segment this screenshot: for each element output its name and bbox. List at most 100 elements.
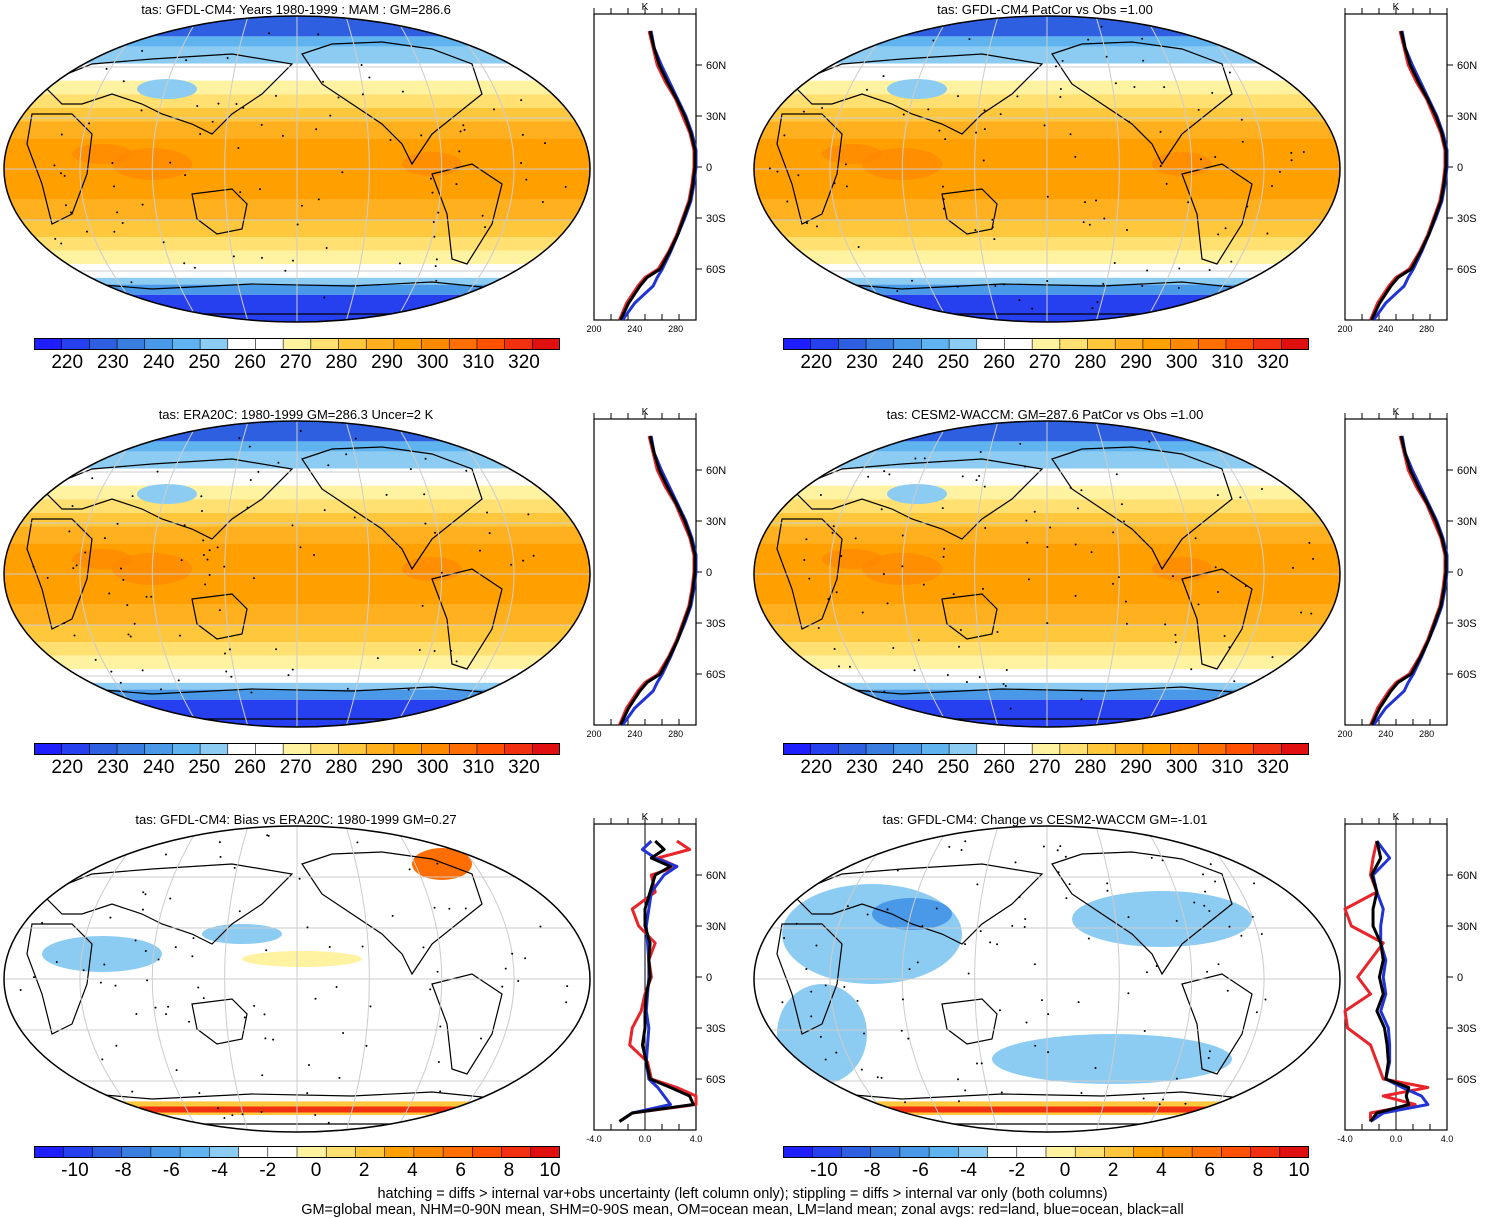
longitude-gridline [79,826,151,1132]
colorbar-label: -4 [211,1160,228,1181]
colorbar-swatch [384,1146,415,1158]
stipple-dot [284,269,287,272]
stipple-dot [119,567,122,570]
stipple-dot [833,648,836,651]
stipple-dot [407,688,410,691]
colorbar-swatch [1114,338,1144,350]
map-obs-clim [3,420,591,728]
stipple-dot [192,937,195,940]
stipple-dot [338,1076,341,1079]
colorbar-swatch [310,743,340,755]
stipple-dot [193,266,196,269]
colorbar-swatch [421,743,451,755]
stipple-dot [1046,279,1049,282]
stipple-dot [1113,262,1116,265]
stipple-dot [208,573,211,576]
colorbar-label: 0 [1059,1160,1071,1181]
colorbar-swatch [393,743,423,755]
stipple-dot [1291,566,1294,569]
panel-title: tas: GFDL-CM4: Bias vs ERA20C: 1980-1999… [135,812,457,827]
stipple-dot [1000,1091,1003,1094]
stipple-dot [525,178,528,181]
lat-tick-label: 60N [1457,60,1477,72]
stipple-dot [1068,883,1071,886]
stipple-dot [131,495,134,498]
longitude-gridline [79,16,151,322]
cold-region [887,79,947,99]
stipple-dot [1226,989,1229,992]
unit-label: K [1393,812,1400,823]
stipple-dot [1125,229,1128,232]
stipple-dot [59,172,62,175]
stipple-dot [510,563,513,566]
colorbar-swatch [472,1146,503,1158]
zonal-mean-plot: K 60N 30N 0 30S 60S 200 240 280 [586,407,726,739]
stipple-dot [1091,307,1094,310]
stipple-dot [991,218,994,221]
longitude-gridline [79,421,151,727]
stipple-dot [1033,963,1036,966]
stipple-dot [223,565,226,568]
stipple-dot [848,665,851,668]
stipple-dot [1069,486,1072,489]
x-tick-label: 240 [1378,324,1393,334]
lat-tick-label: 0 [706,567,712,579]
colorbar-swatch [179,1146,211,1158]
zonal-frame [1344,13,1448,321]
warm-region [822,144,882,164]
colorbar-swatch [338,743,368,755]
colorbar-swatch [365,743,395,755]
stipple-dot [432,221,435,224]
coastline [841,686,1254,720]
colorbar-swatch [199,743,229,755]
stipple-dot [1117,576,1120,579]
map-border [753,825,1341,1133]
colorbar-swatch [1225,743,1255,755]
stipple-dot [983,128,986,131]
stipple-dot [202,539,205,542]
stipple-dot [541,200,544,203]
stipple-dot [1159,164,1162,167]
lat-tick-label: 60N [1457,465,1477,477]
stipple-dot [984,527,987,530]
stipple-dot [433,235,436,238]
stipple-dot [1127,916,1130,919]
stipple-dot [431,191,434,194]
colorbar [34,743,560,755]
longitude-gridline [901,16,950,322]
stipple-dot [1047,1051,1050,1054]
stipple-dot [1302,151,1305,154]
stipple-dot [226,57,229,60]
stipple-dot [84,551,87,554]
colorbar-swatch [1059,743,1089,755]
longitude-gridline [829,421,901,727]
stipple-dot [978,676,981,679]
stipple-dot [1014,861,1017,864]
colorbar-label: 310 [1211,352,1244,373]
colorbar-swatch [921,338,950,350]
stipple-dot [896,869,899,872]
stipple-dot [409,468,412,471]
colorbar-label: 260 [234,352,266,373]
stipple-dot [484,226,487,229]
stipple-dot [835,1051,838,1054]
lat-tick-label: 60S [706,1074,726,1086]
stipple-dot [260,123,263,126]
stipple-dot [827,598,830,601]
stipple-dot [261,1074,264,1077]
stipple-dot [961,475,964,478]
colorbar-swatch [62,1146,94,1158]
longitude-gridline [224,421,249,727]
stipple-dot [564,185,567,188]
stipple-dot [521,133,524,136]
colorbar-swatch [1191,1146,1223,1158]
colorbar-swatch [1004,743,1033,755]
colorbar-label: 290 [371,757,403,778]
stipple-dot [922,583,925,586]
colorbar-label: 270 [1028,757,1061,778]
stipple-dot [1228,71,1231,74]
colorbar-swatch [1142,338,1172,350]
stipple-dot [1112,582,1115,585]
stipple-dot [946,674,949,677]
stipple-dot [941,185,944,188]
